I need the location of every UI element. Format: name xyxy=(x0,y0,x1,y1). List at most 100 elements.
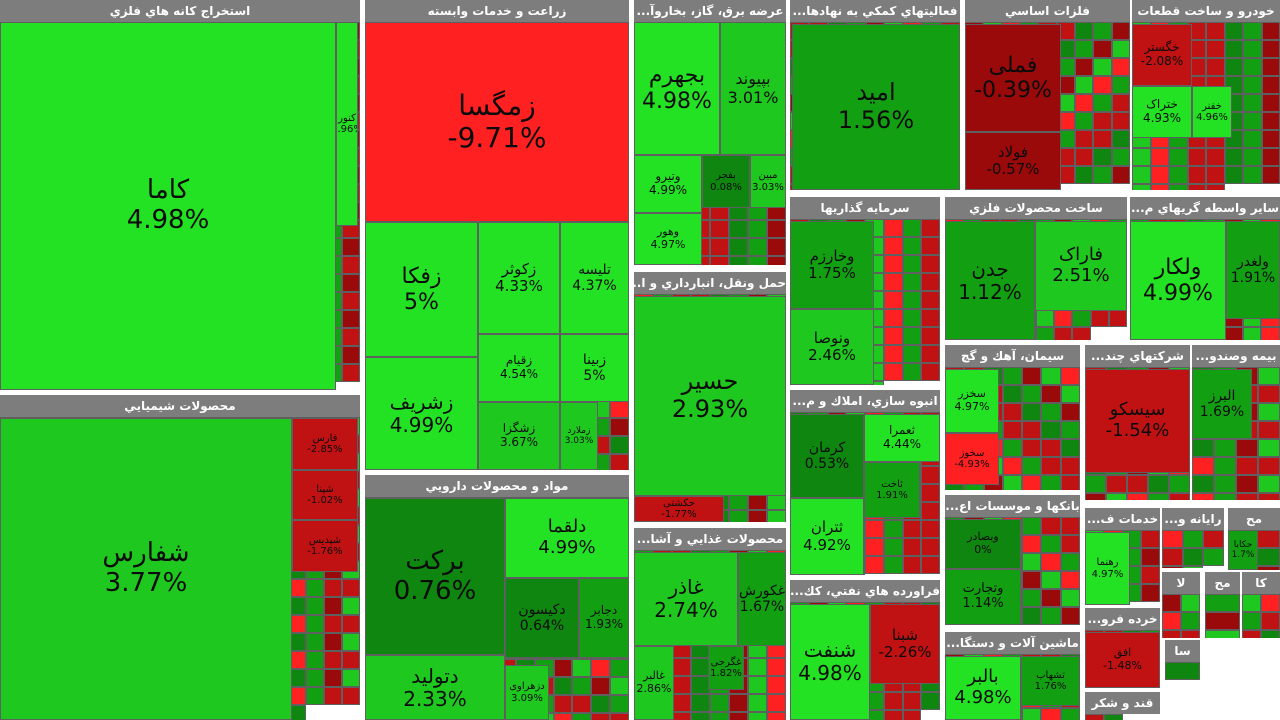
sector-title[interactable]: ماشين آلات و دستگا... xyxy=(945,632,1080,654)
small-stock-tile[interactable] xyxy=(1111,166,1130,184)
small-stock-tile[interactable] xyxy=(1041,367,1061,385)
small-stock-tile[interactable] xyxy=(767,238,786,256)
stock-tile[interactable]: زقیام 4.54% xyxy=(478,334,560,402)
small-stock-tile[interactable] xyxy=(1243,112,1262,130)
sector-title[interactable]: سيمان، آهك و گچ xyxy=(945,345,1080,367)
stock-tile[interactable]: بجهرم 4.98% xyxy=(634,22,720,155)
stock-tile[interactable]: ولکار 4.99% xyxy=(1130,221,1226,340)
small-stock-tile[interactable] xyxy=(902,556,922,574)
small-stock-tile[interactable] xyxy=(1169,166,1188,184)
stock-tile[interactable]: وتیرو 4.99% xyxy=(634,155,702,213)
small-stock-tile[interactable] xyxy=(748,238,767,256)
stock-tile[interactable]: برکت 0.76% xyxy=(365,498,505,655)
small-stock-tile[interactable] xyxy=(1206,148,1225,166)
small-stock-tile[interactable] xyxy=(902,363,922,381)
small-stock-tile[interactable] xyxy=(902,710,922,720)
sector-title[interactable]: عرضه برق، گاز، بخاروآ... xyxy=(634,0,786,22)
small-stock-tile[interactable] xyxy=(1036,309,1055,327)
sector-title[interactable]: خدمات ف... xyxy=(1085,508,1160,530)
small-stock-tile[interactable] xyxy=(1002,475,1023,490)
stock-tile[interactable]: خگستر -2.08% xyxy=(1132,24,1192,86)
sector-title[interactable]: خرده فرو... xyxy=(1085,608,1160,630)
small-stock-tile[interactable] xyxy=(1054,309,1073,327)
stock-tile[interactable]: بفجر 0.08% xyxy=(702,155,750,208)
sector-title[interactable]: فلزات اساسي xyxy=(965,0,1130,22)
small-stock-tile[interactable] xyxy=(1093,58,1112,76)
small-stock-tile[interactable] xyxy=(691,712,710,720)
small-stock-tile[interactable] xyxy=(1214,457,1236,475)
small-stock-tile[interactable] xyxy=(1022,571,1042,589)
small-stock-tile[interactable] xyxy=(572,713,592,720)
small-stock-tile[interactable] xyxy=(324,633,342,651)
small-stock-tile[interactable] xyxy=(1182,548,1204,566)
small-stock-tile[interactable] xyxy=(1060,589,1080,607)
small-stock-tile[interactable] xyxy=(1141,584,1160,602)
small-stock-tile[interactable] xyxy=(1075,94,1094,112)
small-stock-tile[interactable] xyxy=(610,713,629,720)
small-stock-tile[interactable] xyxy=(1060,421,1080,439)
small-stock-tile[interactable] xyxy=(324,687,342,705)
small-stock-tile[interactable] xyxy=(553,677,573,695)
stock-tile[interactable]: البرز 1.69% xyxy=(1192,369,1252,439)
small-stock-tile[interactable] xyxy=(1205,630,1240,638)
small-stock-tile[interactable] xyxy=(883,273,903,291)
small-stock-tile[interactable] xyxy=(1072,327,1091,340)
stock-tile[interactable]: ثعمرا 4.44% xyxy=(864,414,940,462)
stock-tile[interactable]: رهنما 4.97% xyxy=(1085,532,1130,605)
stock-tile[interactable]: شپنا -1.02% xyxy=(292,470,358,520)
small-stock-tile[interactable] xyxy=(1261,166,1280,184)
stock-tile[interactable]: سیسکو -1.54% xyxy=(1085,369,1190,473)
small-stock-tile[interactable] xyxy=(1148,493,1169,500)
small-stock-tile[interactable] xyxy=(1041,535,1061,553)
small-stock-tile[interactable] xyxy=(1127,475,1148,493)
small-stock-tile[interactable] xyxy=(902,291,922,309)
small-stock-tile[interactable] xyxy=(1093,22,1112,40)
small-stock-tile[interactable] xyxy=(1203,548,1224,566)
stock-tile[interactable]: شپدیس -1.76% xyxy=(292,520,358,572)
small-stock-tile[interactable] xyxy=(342,274,360,292)
small-stock-tile[interactable] xyxy=(883,556,903,574)
small-stock-tile[interactable] xyxy=(729,220,748,238)
small-stock-tile[interactable] xyxy=(610,677,629,695)
small-stock-tile[interactable] xyxy=(865,520,884,538)
small-stock-tile[interactable] xyxy=(610,695,629,713)
small-stock-tile[interactable] xyxy=(1111,148,1130,166)
small-stock-tile[interactable] xyxy=(1072,309,1091,327)
small-stock-tile[interactable] xyxy=(1169,184,1188,190)
small-stock-tile[interactable] xyxy=(902,237,922,255)
small-stock-tile[interactable] xyxy=(610,400,629,418)
small-stock-tile[interactable] xyxy=(1111,58,1130,76)
small-stock-tile[interactable] xyxy=(1041,517,1061,535)
small-stock-tile[interactable] xyxy=(1075,148,1094,166)
small-stock-tile[interactable] xyxy=(902,309,922,327)
sector-title[interactable]: مح xyxy=(1205,572,1240,594)
small-stock-tile[interactable] xyxy=(1261,148,1280,166)
small-stock-tile[interactable] xyxy=(729,712,748,720)
small-stock-tile[interactable] xyxy=(1041,421,1061,439)
small-stock-tile[interactable] xyxy=(1108,309,1127,327)
small-stock-tile[interactable] xyxy=(591,695,611,713)
small-stock-tile[interactable] xyxy=(572,695,592,713)
sector-title[interactable]: خودرو و ساخت قطعات xyxy=(1132,0,1280,22)
small-stock-tile[interactable] xyxy=(767,256,786,265)
small-stock-tile[interactable] xyxy=(1192,493,1214,500)
small-stock-tile[interactable] xyxy=(921,466,940,484)
small-stock-tile[interactable] xyxy=(748,712,767,720)
small-stock-tile[interactable] xyxy=(324,615,342,633)
small-stock-tile[interactable] xyxy=(1242,594,1261,612)
small-stock-tile[interactable] xyxy=(1205,594,1240,612)
small-stock-tile[interactable] xyxy=(591,713,611,720)
small-stock-tile[interactable] xyxy=(1022,607,1042,625)
small-stock-tile[interactable] xyxy=(748,694,767,712)
stock-tile[interactable]: کاما 4.98% xyxy=(0,22,336,390)
small-stock-tile[interactable] xyxy=(748,676,767,694)
small-stock-tile[interactable] xyxy=(342,615,360,633)
stock-tile[interactable]: غالبر 2.86% xyxy=(634,646,674,720)
small-stock-tile[interactable] xyxy=(1162,630,1181,638)
small-stock-tile[interactable] xyxy=(1243,148,1262,166)
stock-tile[interactable]: وهور 4.97% xyxy=(634,213,702,265)
small-stock-tile[interactable] xyxy=(1075,130,1094,148)
stock-tile[interactable]: ولغدر 1.91% xyxy=(1226,221,1280,319)
stock-tile[interactable]: زشریف 4.99% xyxy=(365,357,478,470)
small-stock-tile[interactable] xyxy=(1236,493,1258,500)
